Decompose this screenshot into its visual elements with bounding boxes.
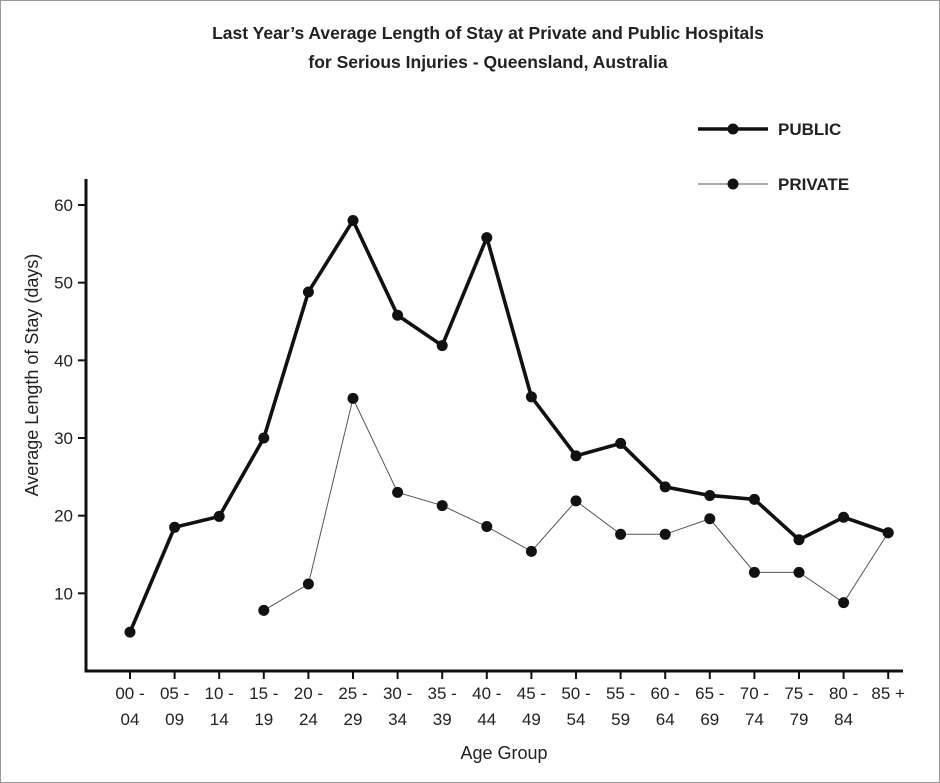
public-data-point xyxy=(169,521,181,533)
y-axis-ticks: 10 20 30 40 50 60 xyxy=(54,196,86,603)
x-tick-label-top: 20 - xyxy=(294,684,323,703)
x-tick-label-top: 80 - xyxy=(829,684,858,703)
private-data-point xyxy=(347,392,359,404)
x-tick-label-top: 55 - xyxy=(606,684,635,703)
public-data-point xyxy=(659,481,671,493)
y-tick-label: 20 xyxy=(54,507,73,526)
x-tick-label-top: 45 - xyxy=(517,684,546,703)
private-data-point xyxy=(838,597,850,609)
public-data-point xyxy=(347,215,359,227)
chart-title: Last Year’s Average Length of Stay at Pr… xyxy=(212,23,764,43)
private-data-point xyxy=(525,545,537,557)
x-axis-label: Age Group xyxy=(460,743,547,763)
x-tick-label-top: 15 - xyxy=(249,684,278,703)
y-tick-label: 60 xyxy=(54,196,73,215)
x-tick-label-top: 30 - xyxy=(383,684,412,703)
x-tick-label-top: 40 - xyxy=(472,684,501,703)
public-data-point xyxy=(436,340,448,352)
x-tick-label-bottom: 59 xyxy=(611,710,630,729)
private-legend-marker xyxy=(727,178,739,190)
x-tick-label-bottom: 49 xyxy=(522,710,541,729)
private-data-point xyxy=(392,486,404,498)
x-tick-label-bottom: 74 xyxy=(745,710,764,729)
public-data-point xyxy=(213,510,225,522)
private-data-point xyxy=(659,528,671,540)
public-data-point xyxy=(793,534,805,546)
x-tick-label-bottom: 24 xyxy=(299,710,318,729)
public-legend-marker xyxy=(727,123,739,135)
x-tick-label-bottom: 79 xyxy=(790,710,809,729)
public-legend-label: PUBLIC xyxy=(778,120,841,139)
public-data-point xyxy=(882,527,894,539)
private-data-point xyxy=(793,566,805,578)
private-data-point xyxy=(615,528,627,540)
private-data-point xyxy=(748,566,760,578)
private-data-point xyxy=(436,500,448,512)
y-tick-label: 10 xyxy=(54,584,73,603)
x-tick-label-bottom: 04 xyxy=(121,710,140,729)
public-data-point xyxy=(615,437,627,449)
x-tick-label-top: 75 - xyxy=(784,684,813,703)
private-data-point xyxy=(570,495,582,507)
public-data-point xyxy=(124,626,136,638)
public-data-point xyxy=(525,391,537,403)
private-data-point xyxy=(704,513,716,525)
x-tick-label-top: 05 - xyxy=(160,684,189,703)
x-tick-label-top: 50 - xyxy=(561,684,590,703)
public-data-point xyxy=(481,232,493,244)
public-data-point xyxy=(392,309,404,321)
private-data-point xyxy=(258,604,270,616)
private-data-point xyxy=(481,521,493,533)
private-legend-label: PRIVATE xyxy=(778,175,849,194)
series-layer xyxy=(124,215,894,638)
public-data-point xyxy=(258,432,270,444)
y-tick-label: 40 xyxy=(54,351,73,370)
public-data-point xyxy=(570,450,582,462)
x-tick-label-top: 25 - xyxy=(338,684,367,703)
y-tick-label: 50 xyxy=(54,274,73,293)
public-data-point xyxy=(748,493,760,505)
x-tick-label-bottom: 54 xyxy=(567,710,586,729)
x-tick-label-bottom: 39 xyxy=(433,710,452,729)
y-axis-label: Average Length of Stay (days) xyxy=(22,254,42,497)
x-tick-label-top: 00 - xyxy=(115,684,144,703)
x-tick-label-bottom: 44 xyxy=(477,710,496,729)
public-data-point xyxy=(704,489,716,501)
x-tick-label-bottom: 19 xyxy=(254,710,273,729)
x-tick-label-bottom: 64 xyxy=(656,710,675,729)
x-tick-label-bottom: 34 xyxy=(388,710,407,729)
x-tick-label-top: 60 - xyxy=(651,684,680,703)
x-tick-label-bottom: 84 xyxy=(834,710,853,729)
public-series-line xyxy=(128,216,889,633)
x-tick-label-top: 65 - xyxy=(695,684,724,703)
chart-subtitle: for Serious Injuries - Queensland, Austr… xyxy=(308,52,667,72)
x-tick-label-top: 35 - xyxy=(428,684,457,703)
x-tick-label-bottom: 29 xyxy=(344,710,363,729)
x-tick-label-top: 85 + xyxy=(871,684,905,703)
public-data-point xyxy=(838,511,850,523)
public-data-point xyxy=(302,286,314,298)
x-tick-label-bottom: 14 xyxy=(210,710,229,729)
private-data-point xyxy=(302,578,314,590)
x-tick-label-bottom: 69 xyxy=(700,710,719,729)
x-tick-label-top: 10 - xyxy=(205,684,234,703)
y-tick-label: 30 xyxy=(54,429,73,448)
x-tick-label-top: 70 - xyxy=(740,684,769,703)
x-axis-ticks: 00 - 04 05 - 09 10 - 14 15 - 19 20 - 24 25 - 29 30 -… xyxy=(115,671,905,729)
legend: PUBLIC PRIVATE xyxy=(698,120,849,194)
x-tick-label-bottom: 09 xyxy=(165,710,184,729)
